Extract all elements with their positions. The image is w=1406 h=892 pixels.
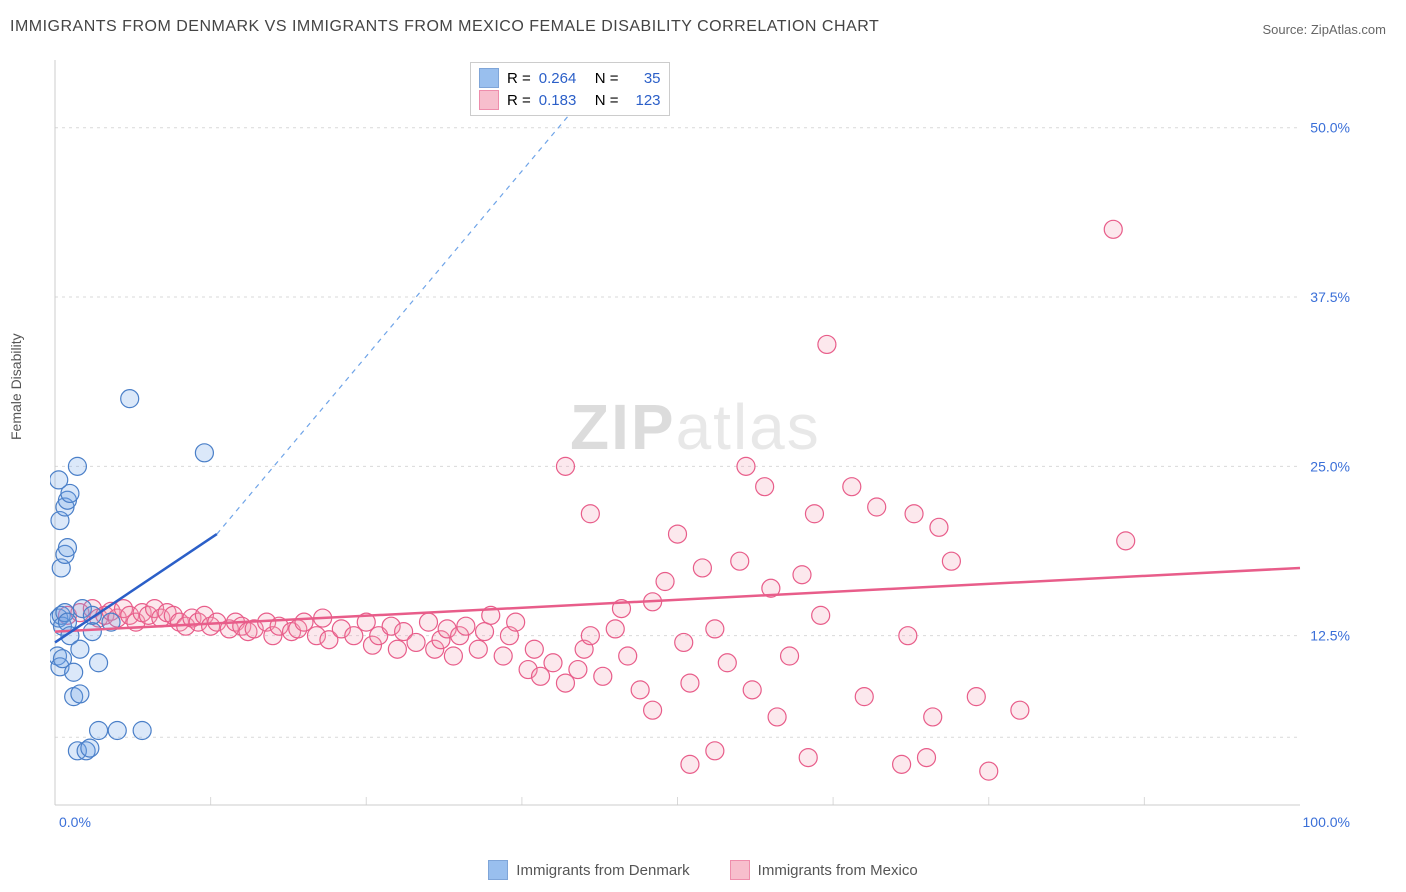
- source-attribution: Source: ZipAtlas.com: [1262, 22, 1386, 37]
- correlation-legend-box: R = 0.264 N = 35 R = 0.183 N = 123: [470, 62, 670, 116]
- svg-text:12.5%: 12.5%: [1310, 628, 1350, 644]
- legend-N-label: N =: [595, 70, 619, 87]
- swatch-denmark: [488, 860, 508, 880]
- svg-text:37.5%: 37.5%: [1310, 289, 1350, 305]
- legend-R-label: R =: [507, 92, 531, 109]
- legend-label-denmark: Immigrants from Denmark: [516, 862, 689, 879]
- source-label: Source:: [1262, 22, 1310, 37]
- series-legend: Immigrants from Denmark Immigrants from …: [0, 860, 1406, 880]
- y-axis-label: Female Disability: [8, 333, 24, 440]
- source-name: ZipAtlas.com: [1311, 22, 1386, 37]
- svg-text:25.0%: 25.0%: [1310, 458, 1350, 474]
- svg-text:100.0%: 100.0%: [1303, 814, 1350, 830]
- legend-N-label: N =: [595, 92, 619, 109]
- swatch-mexico: [479, 90, 499, 110]
- legend-N-denmark-value: 35: [627, 70, 661, 87]
- chart-plot-area: 12.5% 25.0% 37.5% 50.0% 0.0% 100.0%: [50, 55, 1360, 835]
- svg-text:50.0%: 50.0%: [1310, 120, 1350, 136]
- swatch-mexico: [730, 860, 750, 880]
- legend-row-denmark: R = 0.264 N = 35: [479, 67, 661, 89]
- legend-label-mexico: Immigrants from Mexico: [758, 862, 918, 879]
- legend-item-denmark: Immigrants from Denmark: [488, 860, 689, 880]
- svg-text:0.0%: 0.0%: [59, 814, 91, 830]
- legend-item-mexico: Immigrants from Mexico: [730, 860, 918, 880]
- legend-R-label: R =: [507, 70, 531, 87]
- swatch-denmark: [479, 68, 499, 88]
- legend-row-mexico: R = 0.183 N = 123: [479, 89, 661, 111]
- scatter-chart-svg: 12.5% 25.0% 37.5% 50.0% 0.0% 100.0%: [50, 55, 1360, 835]
- legend-R-denmark-value: 0.264: [539, 70, 587, 87]
- chart-title: IMMIGRANTS FROM DENMARK VS IMMIGRANTS FR…: [10, 18, 879, 36]
- legend-N-mexico-value: 123: [627, 92, 661, 109]
- legend-R-mexico-value: 0.183: [539, 92, 587, 109]
